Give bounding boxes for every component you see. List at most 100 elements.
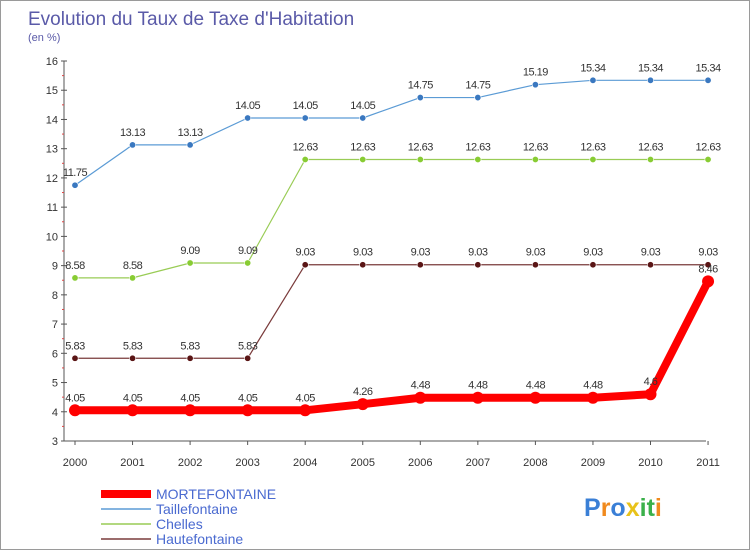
data-label-chelles: 12.63 — [638, 142, 663, 154]
watermark-letter: i — [655, 494, 662, 522]
data-point-mortefontaine — [299, 404, 312, 417]
data-label-taillefontaine: 13.13 — [178, 127, 203, 139]
x-tick-label: 2008 — [523, 457, 547, 469]
watermark-letter: P — [584, 494, 601, 522]
y-tick-label: 15 — [46, 85, 58, 97]
y-tick-label: 4 — [52, 407, 58, 419]
chart-subtitle: (en %) — [28, 32, 60, 44]
data-label-taillefontaine: 14.05 — [235, 100, 260, 112]
data-point-mortefontaine — [356, 398, 369, 411]
series-line-taillefontaine — [74, 79, 709, 186]
data-label-hautefontaine: 9.03 — [468, 247, 488, 259]
data-label-chelles: 12.63 — [465, 142, 490, 154]
data-label-chelles: 12.63 — [293, 142, 318, 154]
data-point-mortefontaine — [184, 404, 197, 417]
legend-label-mortefontaine: MORTEFONTAINE — [156, 486, 276, 502]
series-line-mortefontaine — [71, 277, 713, 415]
series-line-chelles — [74, 158, 709, 279]
data-point-taillefontaine — [704, 76, 712, 84]
data-point-taillefontaine — [474, 94, 482, 102]
data-point-taillefontaine — [71, 181, 79, 189]
data-label-mortefontaine: 4.05 — [123, 392, 143, 404]
x-tick-label: 2010 — [638, 457, 662, 469]
data-point-chelles — [129, 274, 137, 282]
data-point-taillefontaine — [531, 81, 539, 89]
data-label-mortefontaine: 4.48 — [526, 380, 546, 392]
data-point-chelles — [301, 156, 309, 164]
chart-title: Evolution du Taux de Taxe d'Habitation — [28, 9, 354, 30]
data-point-chelles — [244, 259, 252, 267]
data-point-taillefontaine — [589, 76, 597, 84]
watermark-letter: i — [640, 494, 647, 522]
data-point-hautefontaine — [589, 261, 597, 269]
data-label-mortefontaine: 4.05 — [238, 392, 258, 404]
legend-label-chelles: Chelles — [156, 516, 203, 532]
data-label-chelles: 12.63 — [696, 142, 721, 154]
data-label-taillefontaine: 14.75 — [465, 80, 490, 92]
data-label-hautefontaine: 5.83 — [123, 340, 143, 352]
series-hautefontaine: 5.83 5.83 5.83 5.83 9.03 9.03 9.03 9.03 9.03 9.03… — [65, 247, 719, 362]
data-point-chelles — [186, 259, 194, 267]
y-tick-label: 10 — [46, 231, 58, 243]
series-taillefontaine: 11.75 13.13 13.13 14.05 14.05 14.05 14.75 14.75… — [63, 62, 721, 189]
data-point-chelles — [474, 156, 482, 164]
y-tick-label: 9 — [52, 261, 58, 273]
data-label-mortefontaine: 4.05 — [295, 392, 315, 404]
data-point-mortefontaine — [126, 404, 139, 417]
data-label-taillefontaine: 14.05 — [350, 100, 375, 112]
data-point-mortefontaine — [414, 391, 427, 404]
data-point-taillefontaine — [244, 114, 252, 122]
y-tick-label: 7 — [52, 319, 58, 331]
x-tick-label: 2005 — [351, 457, 375, 469]
data-point-chelles — [646, 156, 654, 164]
data-label-taillefontaine: 15.34 — [696, 62, 721, 74]
x-tick-label: 2002 — [178, 457, 202, 469]
data-label-chelles: 9.09 — [238, 245, 258, 257]
y-tick-label: 11 — [47, 202, 58, 214]
axes: 3 4 5 6 7 8 9 10 11 12 13 14 15 16 2000 2001 2002 2003 200… — [46, 56, 720, 469]
data-point-chelles — [416, 156, 424, 164]
data-point-mortefontaine — [644, 388, 657, 401]
data-point-hautefontaine — [186, 354, 194, 362]
data-point-hautefontaine — [704, 261, 712, 269]
data-label-taillefontaine: 14.75 — [408, 80, 433, 92]
y-tick-label: 3 — [52, 436, 58, 448]
data-label-mortefontaine: 8.46 — [698, 263, 718, 275]
x-tick-label: 2001 — [120, 457, 144, 469]
watermark-letter: t — [647, 494, 656, 522]
legend: MORTEFONTAINETaillefontaineChellesHautef… — [101, 486, 276, 547]
x-tick-label: 2006 — [408, 457, 432, 469]
data-label-taillefontaine: 15.19 — [523, 67, 548, 79]
y-tick-label: 14 — [46, 114, 58, 126]
data-label-chelles: 8.58 — [65, 260, 85, 272]
data-point-taillefontaine — [129, 141, 137, 149]
data-point-hautefontaine — [244, 354, 252, 362]
data-label-mortefontaine: 4.05 — [65, 392, 85, 404]
watermark-letter: r — [601, 494, 611, 522]
data-point-hautefontaine — [474, 261, 482, 269]
watermark-letter: x — [626, 494, 640, 522]
data-label-chelles: 12.63 — [408, 142, 433, 154]
data-point-chelles — [704, 156, 712, 164]
y-tick-label: 16 — [46, 56, 58, 68]
data-point-hautefontaine — [301, 261, 309, 269]
data-point-hautefontaine — [71, 354, 79, 362]
data-point-taillefontaine — [186, 141, 194, 149]
y-tick-label: 5 — [52, 378, 58, 390]
x-tick-label: 2011 — [696, 457, 720, 469]
data-point-chelles — [531, 156, 539, 164]
data-point-hautefontaine — [416, 261, 424, 269]
data-label-chelles: 12.63 — [523, 142, 548, 154]
x-tick-label: 2007 — [466, 457, 490, 469]
data-label-mortefontaine: 4.48 — [583, 380, 603, 392]
y-tick-label: 8 — [52, 290, 58, 302]
data-point-mortefontaine — [586, 391, 599, 404]
y-tick-label: 12 — [46, 173, 58, 185]
data-point-chelles — [71, 274, 79, 282]
data-point-chelles — [359, 156, 367, 164]
data-label-taillefontaine: 14.05 — [293, 100, 318, 112]
data-label-mortefontaine: 4.6 — [644, 376, 658, 388]
data-point-taillefontaine — [359, 114, 367, 122]
data-label-taillefontaine: 11.75 — [63, 167, 88, 179]
